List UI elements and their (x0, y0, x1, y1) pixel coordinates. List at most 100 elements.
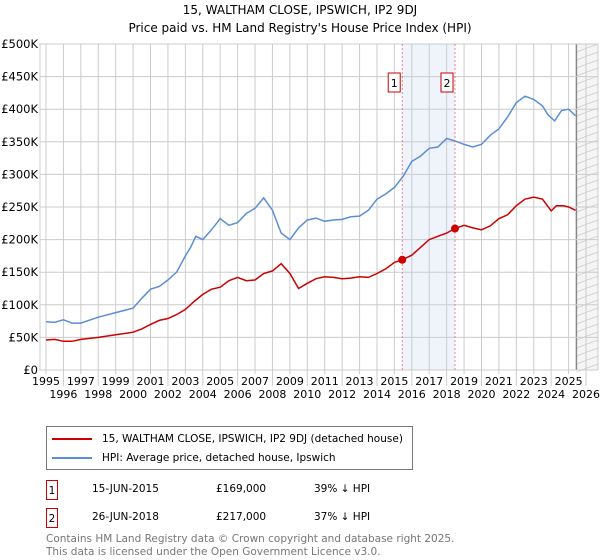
x-tick-label: 2011 (311, 375, 339, 388)
x-tick-label: 2025 (555, 375, 583, 388)
hatch-line (576, 251, 599, 261)
x-tick-label: 2004 (189, 388, 217, 401)
hatch-line (576, 59, 599, 69)
y-tick-label: £50K (9, 330, 39, 344)
transaction-price: £169,000 (216, 483, 267, 495)
hatch-line (576, 299, 599, 309)
x-tick-label: 2005 (206, 375, 234, 388)
hatch-line (576, 115, 599, 125)
x-tick-label: 2015 (380, 375, 408, 388)
x-tick-label: 1996 (49, 388, 77, 401)
hatch-line (576, 203, 599, 213)
x-tick-label: 2006 (224, 388, 252, 401)
x-tick-label: 2008 (258, 388, 286, 401)
hatch-line (576, 187, 599, 197)
x-tick-label: 2019 (450, 375, 478, 388)
x-tick-label: 2022 (502, 388, 530, 401)
hatch-line (576, 347, 599, 357)
transaction-row: 1 15-JUN-2015 £169,000 39% ↓ HPI (46, 480, 466, 500)
x-tick-label: 2018 (433, 388, 461, 401)
hatch-line (576, 163, 599, 173)
x-tick-label: 1997 (67, 375, 95, 388)
hatch-line (576, 83, 599, 93)
x-tick-label: 2020 (467, 388, 495, 401)
sale-point (451, 224, 460, 233)
x-tick-label: 2017 (415, 375, 443, 388)
transaction-date: 15-JUN-2015 (92, 483, 159, 495)
legend: 15, WALTHAM CLOSE, IPSWICH, IP2 9DJ (det… (46, 426, 413, 470)
x-tick-label: 2026 (572, 388, 600, 401)
legend-item-hpi: HPI: Average price, detached house, Ipsw… (52, 449, 336, 467)
x-tick-label: 1995 (32, 375, 60, 388)
x-tick-label: 2014 (363, 388, 391, 401)
hatch-line (576, 131, 599, 141)
hatch-line (576, 315, 599, 325)
transaction-hpi-diff: 37% ↓ HPI (314, 511, 371, 523)
sale-label: 1 (391, 77, 398, 90)
hatch-line (576, 43, 599, 53)
y-tick-label: £300K (1, 167, 38, 181)
x-tick-label: 2023 (520, 375, 548, 388)
hatch-line (576, 219, 599, 229)
legend-label-hpi: HPI: Average price, detached house, Ipsw… (102, 452, 336, 464)
hatch-line (576, 355, 599, 365)
legend-label-property: 15, WALTHAM CLOSE, IPSWICH, IP2 9DJ (det… (102, 433, 403, 445)
x-tick-label: 2024 (537, 388, 565, 401)
x-tick-label: 2000 (119, 388, 147, 401)
property-price-line (45, 196, 576, 343)
footer-licence: This data is licensed under the Open Gov… (46, 546, 381, 558)
sale-label-box (387, 72, 401, 93)
plot-frame (39, 43, 599, 371)
hatch-line (576, 91, 599, 101)
hpi-line (45, 95, 577, 324)
hatch-line (576, 195, 599, 205)
hatch-line (576, 99, 599, 109)
x-tick-label: 1998 (84, 388, 112, 401)
hatch-line (576, 283, 599, 293)
x-tick-label: 2016 (398, 388, 426, 401)
chart-subtitle: Price paid vs. HM Land Registry's House … (128, 21, 471, 35)
hatch-line (576, 259, 599, 269)
hatch-line (576, 147, 599, 157)
hatch-line (576, 75, 599, 85)
sale-label: 2 (444, 77, 451, 90)
hatch-line (576, 155, 599, 165)
hatch-line (576, 211, 599, 221)
footer-copyright: Contains HM Land Registry data © Crown c… (46, 533, 455, 545)
hatch-line (576, 291, 599, 301)
hatch-line (576, 171, 599, 181)
hatch-line (576, 243, 599, 253)
transaction-price: £217,000 (216, 511, 267, 523)
x-tick-label: 2002 (154, 388, 182, 401)
y-tick-label: £400K (1, 102, 38, 116)
transaction-hpi-diff: 39% ↓ HPI (314, 483, 371, 495)
x-tick-label: 2001 (137, 375, 165, 388)
y-tick-label: £0 (23, 363, 38, 377)
legend-swatch-hpi (52, 457, 92, 459)
transaction-badge: 1 (46, 480, 58, 500)
legend-swatch-property (52, 438, 92, 440)
x-tick-label: 2007 (241, 375, 269, 388)
transaction-date: 26-JUN-2018 (92, 511, 159, 523)
price-chart: 15, WALTHAM CLOSE, IPSWICH, IP2 9DJ Pric… (1, 3, 600, 401)
sale-label-box (440, 72, 454, 93)
x-tick-label: 1999 (102, 375, 130, 388)
x-tick-label: 2012 (328, 388, 356, 401)
hatch-line (576, 67, 599, 77)
y-tick-label: £250K (1, 200, 38, 214)
hatch-line (576, 331, 599, 341)
x-tick-label: 2021 (485, 375, 513, 388)
hatch-line (576, 51, 599, 61)
y-tick-label: £100K (1, 298, 38, 312)
hatch-line (576, 123, 599, 133)
y-tick-label: £350K (1, 135, 38, 149)
chart-title: 15, WALTHAM CLOSE, IPSWICH, IP2 9DJ (183, 3, 417, 17)
footer: Contains HM Land Registry data © Crown c… (46, 533, 454, 559)
y-tick-label: £500K (1, 37, 38, 51)
hatch-line (576, 307, 599, 317)
hatch-line (576, 179, 599, 189)
y-tick-label: £450K (1, 70, 38, 84)
hatch-line (576, 363, 599, 373)
x-tick-label: 2013 (346, 375, 374, 388)
y-tick-label: £150K (1, 265, 38, 279)
